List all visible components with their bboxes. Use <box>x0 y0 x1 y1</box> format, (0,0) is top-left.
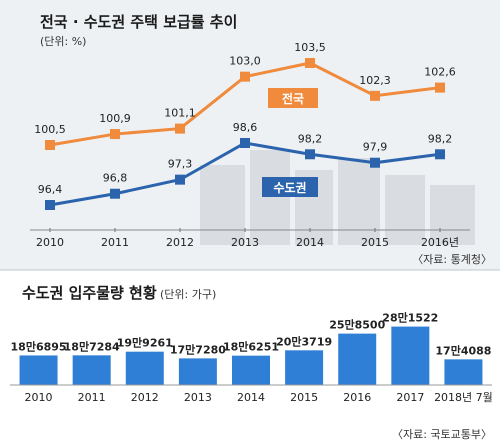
bar <box>178 358 217 385</box>
data-label: 97,9 <box>363 141 388 154</box>
bar-value-label: 17만4088 <box>435 343 491 357</box>
data-point <box>305 149 315 160</box>
data-label: 96,8 <box>103 172 128 185</box>
bar-value-label: 19만9261 <box>117 336 173 350</box>
x-tick-label: 2016년 <box>421 236 459 249</box>
bar-value-label: 28만1522 <box>382 311 438 325</box>
data-label: 101,1 <box>164 107 196 120</box>
line-chart-unit: (단위: %) <box>40 35 86 48</box>
legend-badge-capital <box>262 177 318 197</box>
bar-category-label: 2012 <box>131 391 159 404</box>
bar-category-label: 2016 <box>343 391 371 404</box>
data-point <box>175 123 185 134</box>
bar-chart-title: 수도권 입주물량 현황 <box>22 284 157 302</box>
bar-chart-unit: (단위: 가구) <box>160 288 216 301</box>
data-point <box>240 138 250 148</box>
bar-value-label: 18만6251 <box>223 340 279 354</box>
bar-value-label: 25만8500 <box>329 318 385 332</box>
bar-category-label: 2013 <box>184 391 212 404</box>
data-point <box>240 71 250 82</box>
data-point <box>45 200 55 210</box>
data-label: 103,0 <box>229 55 261 68</box>
data-label: 96,4 <box>38 183 63 196</box>
x-tick-label: 2014 <box>296 236 324 249</box>
data-point <box>110 188 120 199</box>
data-point <box>370 157 380 168</box>
bar-value-label: 20만3719 <box>276 334 332 348</box>
data-label: 102,3 <box>359 74 391 87</box>
bar <box>125 351 164 385</box>
line-chart-source: 〈자료: 통계청〉 <box>412 253 492 266</box>
legend-label: 수도권 <box>273 181 306 195</box>
data-label: 100,5 <box>34 123 66 136</box>
bar <box>19 355 58 385</box>
bar <box>72 355 111 385</box>
data-label: 100,9 <box>99 112 131 125</box>
legend-badge-national <box>268 88 318 108</box>
bar-category-label: 2014 <box>237 391 265 404</box>
bar-value-label: 18만6895 <box>11 339 67 353</box>
data-point <box>175 174 185 185</box>
data-point <box>370 90 380 101</box>
x-tick-label: 2013 <box>231 236 259 249</box>
data-point <box>110 129 120 140</box>
bar-category-label: 2011 <box>78 391 106 404</box>
legend-label: 전국 <box>282 91 304 106</box>
data-point <box>435 82 445 93</box>
bar <box>232 355 270 385</box>
data-label: 98,2 <box>298 132 323 145</box>
data-label: 98,6 <box>233 121 258 134</box>
bar-chart: 18만6895 2010 18만7284 2011 19만9261 2012 17만7280… <box>10 311 493 404</box>
bar-category-label: 2017 <box>396 391 424 404</box>
bar <box>444 359 483 385</box>
bar <box>391 326 430 385</box>
x-tick-label: 2015 <box>361 236 389 249</box>
data-point <box>435 149 445 160</box>
line-chart-title: 전국 · 수도권 주택 보급률 추이 <box>40 13 237 31</box>
line-chart: 2010 2011 2012 2013 2014 2015 2016년 100,5 100,9 1… <box>30 41 470 249</box>
x-tick-label: 2011 <box>101 236 129 249</box>
bar-chart-source: 〈자료: 국토교통부〉 <box>392 428 492 441</box>
bar-category-label: 2015 <box>290 391 318 404</box>
x-tick-label: 2012 <box>166 236 194 249</box>
data-label: 98,2 <box>428 132 453 145</box>
data-label: 97,3 <box>168 158 193 171</box>
bar-value-label: 18만7284 <box>64 339 120 353</box>
data-point <box>305 58 315 68</box>
bar-category-label: 2010 <box>25 391 53 404</box>
x-tick-label: 2010 <box>36 236 64 249</box>
bar <box>285 350 324 385</box>
data-label: 103,5 <box>294 41 326 54</box>
data-point <box>45 140 55 150</box>
bar <box>338 333 377 385</box>
data-label: 102,6 <box>424 66 456 79</box>
bar-value-label: 17만7280 <box>170 342 226 356</box>
bar-category-label: 2018년 7월 <box>434 391 493 404</box>
